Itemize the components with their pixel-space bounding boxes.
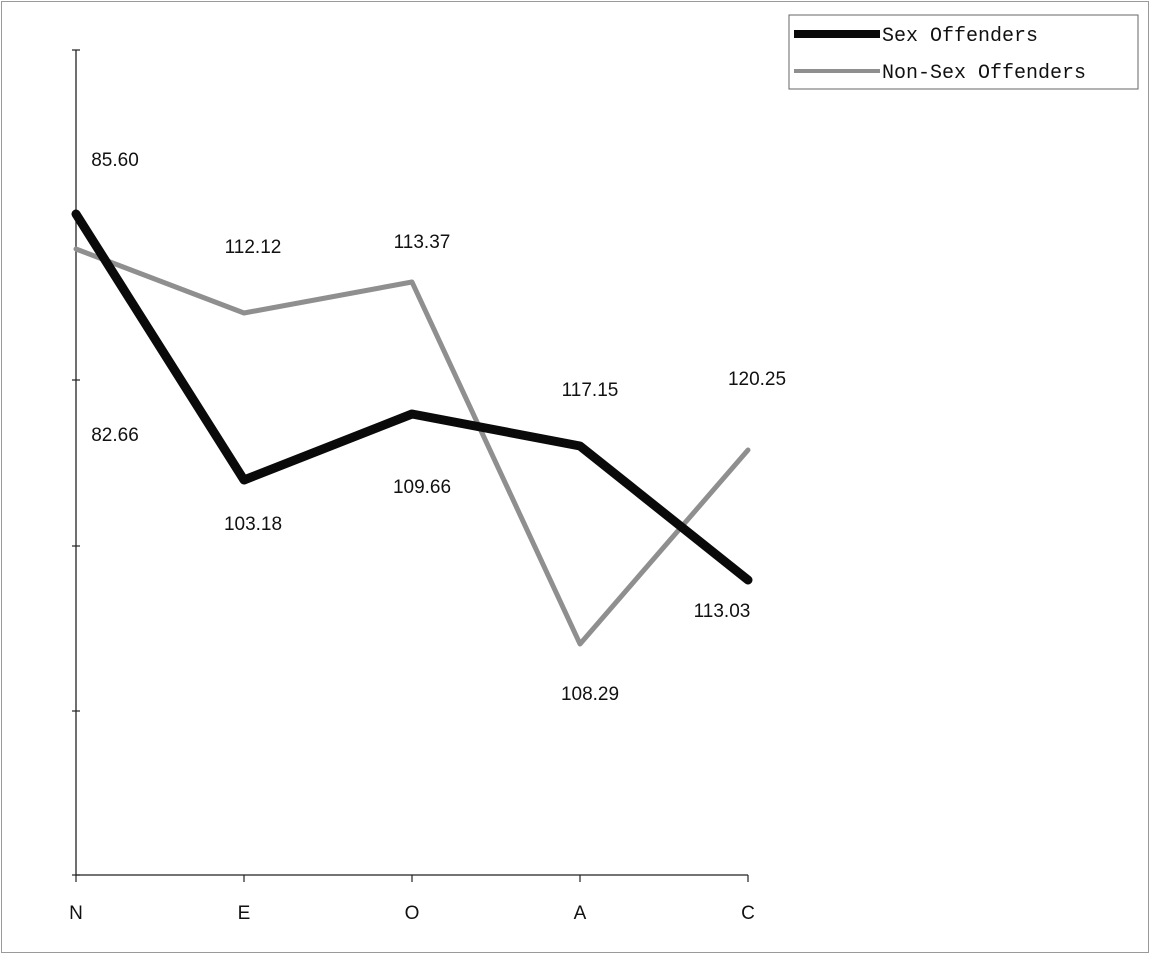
legend-box [788, 14, 1139, 90]
series-lines [71, 209, 753, 647]
data-label-c-1: 113.03 [694, 601, 751, 622]
data-label-n-1: 82.66 [91, 425, 139, 446]
legend: Sex Offenders Non-Sex Offenders [788, 14, 1139, 90]
x-tick-label-n: N [69, 903, 83, 924]
legend-label-non-sex-offenders: Non-Sex Offenders [882, 62, 1086, 85]
data-label-c-0: 120.25 [728, 369, 786, 390]
data-labels: 85.60 82.66 112.12 103.18 113.37 109.66 117.15… [91, 150, 786, 705]
x-tick-label-o: O [405, 903, 420, 924]
x-tick-label-c: C [741, 903, 755, 924]
data-label-e-0: 112.12 [225, 237, 282, 258]
data-label-o-1: 109.66 [393, 477, 451, 498]
data-label-n-0: 85.60 [91, 150, 139, 171]
series-line-sex-offenders [71, 209, 753, 585]
x-tick-label-e: E [238, 903, 251, 924]
data-label-a-0: 117.15 [562, 380, 619, 401]
data-label-e-1: 103.18 [224, 514, 282, 535]
series-line-non-sex-offenders [73, 246, 751, 647]
legend-label-sex-offenders: Sex Offenders [882, 25, 1038, 48]
x-tick-label-a: A [574, 903, 587, 924]
data-label-a-1: 108.29 [561, 684, 619, 705]
data-label-o-0: 113.37 [394, 232, 451, 253]
